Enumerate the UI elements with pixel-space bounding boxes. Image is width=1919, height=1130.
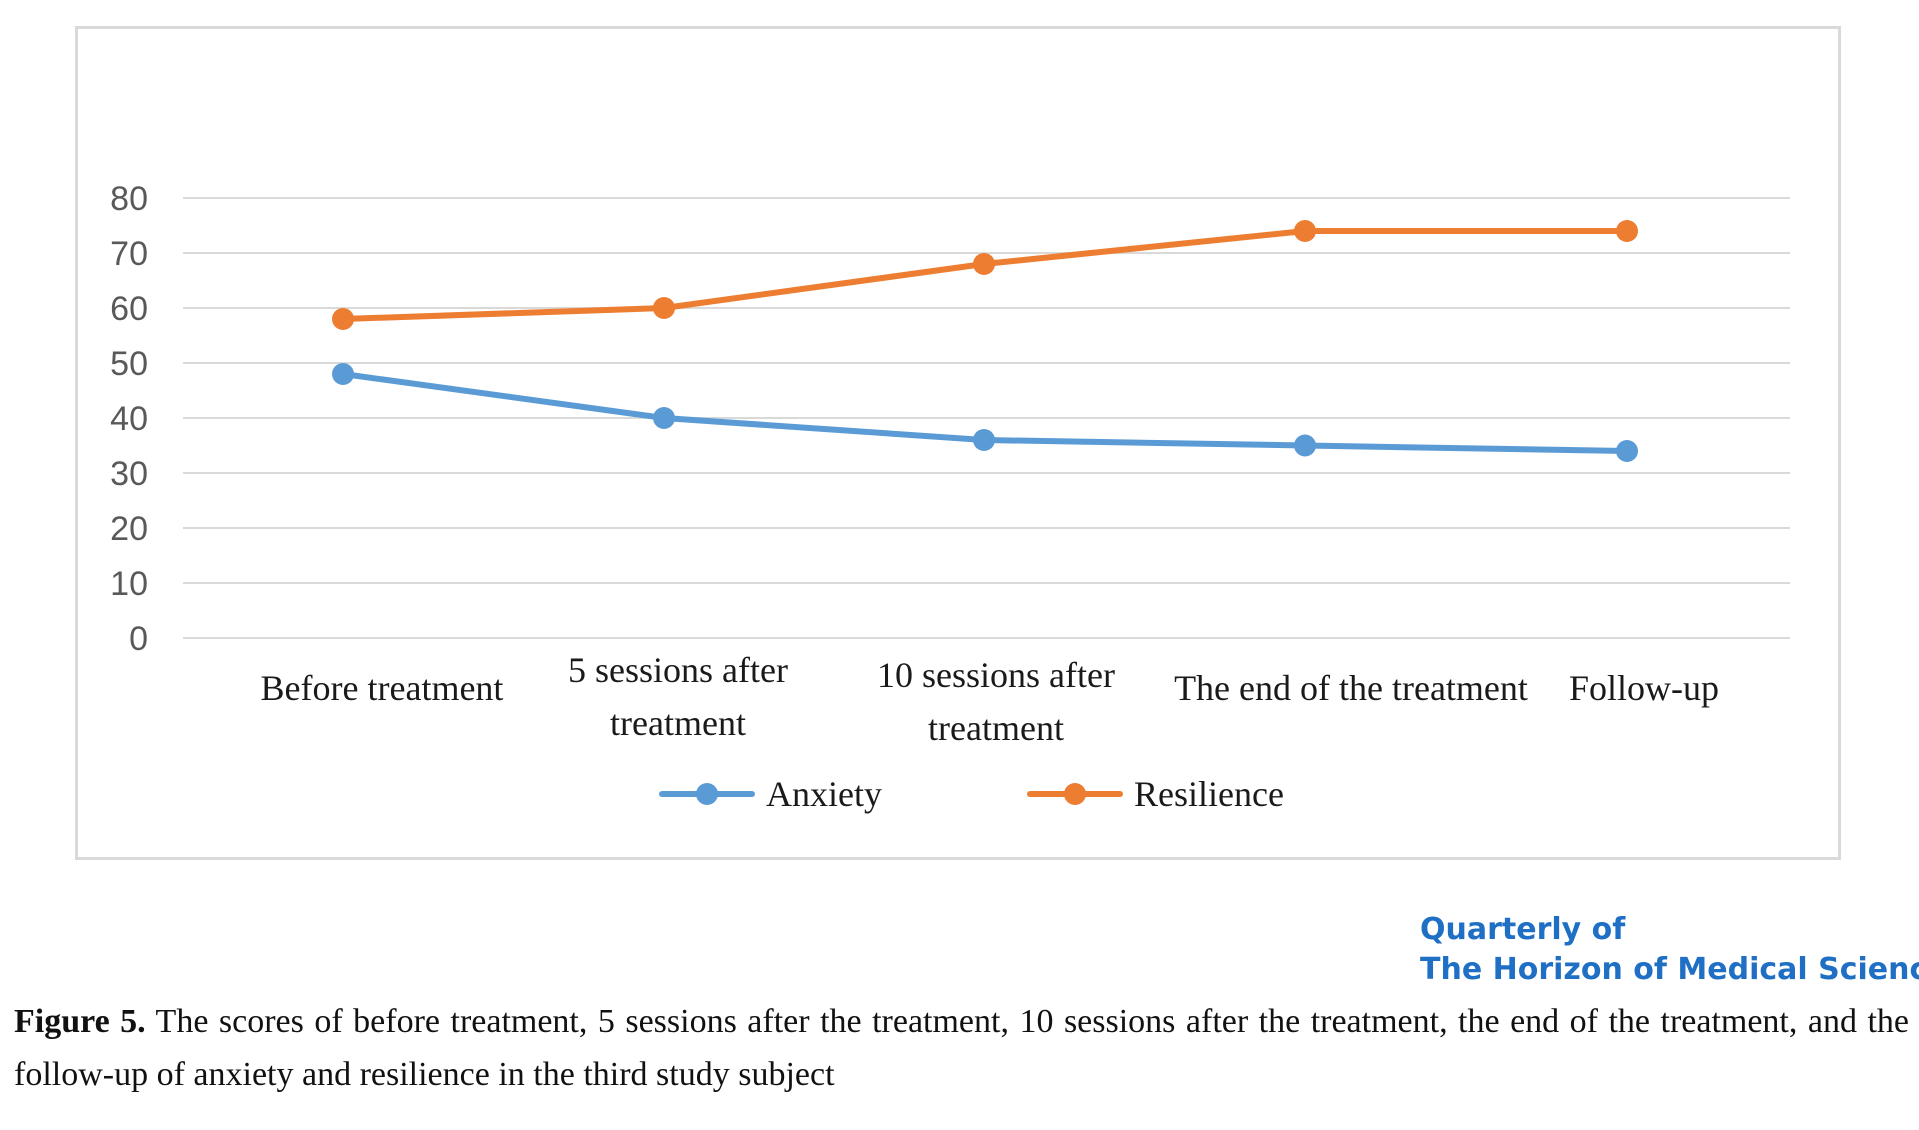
x-tick-label-4: Follow-up — [1569, 668, 1719, 708]
legend-marker-anxiety — [696, 783, 718, 805]
y-tick-label-20: 20 — [110, 510, 148, 548]
data-point-anxiety-0 — [332, 363, 354, 385]
legend-label-anxiety: Anxiety — [766, 774, 882, 814]
journal-logo-line2: The Horizon of Medical Sciences — [1420, 952, 1919, 987]
y-tick-label-50: 50 — [110, 345, 148, 383]
figure-caption: Figure 5. The scores of before treatment… — [14, 995, 1909, 1101]
data-point-anxiety-2 — [973, 429, 995, 451]
series-line-resilience — [340, 228, 1630, 322]
data-point-anxiety-3 — [1294, 434, 1316, 457]
chart-frame — [75, 26, 1841, 860]
data-point-resilience-4 — [1616, 220, 1638, 242]
legend-marker-resilience — [1064, 783, 1086, 805]
x-tick-label-0: Before treatment — [261, 668, 504, 708]
data-point-resilience-0 — [332, 308, 354, 330]
legend-label-resilience: Resilience — [1134, 774, 1284, 814]
x-tick-label-2: 10 sessions after treatment — [877, 655, 1115, 748]
x-tick-label-1: 5 sessions after treatment — [568, 650, 788, 743]
y-tick-label-70: 70 — [110, 235, 148, 273]
y-tick-label-60: 60 — [110, 290, 148, 328]
data-point-anxiety-1 — [653, 407, 675, 429]
journal-logo: Quarterly of The Horizon of Medical Scie… — [1420, 910, 1919, 990]
journal-logo-line1: Quarterly of — [1420, 912, 1626, 947]
x-tick-label-3: The end of the treatment — [1174, 668, 1528, 708]
y-tick-label-80: 80 — [110, 180, 148, 218]
y-tick-label-30: 30 — [110, 455, 148, 493]
y-tick-label-10: 10 — [110, 565, 148, 603]
y-tick-label-40: 40 — [110, 400, 148, 438]
data-point-resilience-2 — [973, 253, 995, 275]
figure-label: Figure 5. — [14, 1003, 146, 1040]
y-tick-label-0: 0 — [129, 620, 148, 658]
data-point-resilience-3 — [1294, 220, 1316, 242]
figure-caption-text: The scores of before treatment, 5 sessio… — [14, 1003, 1909, 1093]
data-point-resilience-1 — [653, 297, 675, 319]
data-point-anxiety-4 — [1616, 440, 1638, 462]
